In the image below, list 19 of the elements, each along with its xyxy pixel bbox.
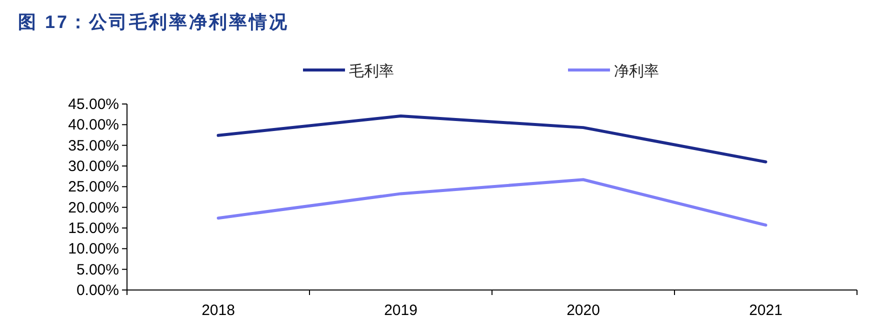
y-tick-label: 45.00% [68,96,119,113]
y-tick-label: 5.00% [76,261,119,278]
y-tick-label: 35.00% [68,137,119,154]
x-tick-label: 2020 [566,302,600,319]
y-tick-label: 40.00% [68,116,119,134]
legend-label: 净利率 [614,63,659,80]
x-tick-label: 2019 [384,302,418,319]
legend-label: 毛利率 [349,63,394,80]
y-tick-label: 20.00% [68,199,119,216]
y-tick-label: 0.00% [76,282,119,299]
y-tick-label: 15.00% [68,220,119,237]
y-tick-label: 30.00% [68,158,119,175]
x-tick-label: 2021 [749,302,782,319]
line-series [216,178,768,227]
y-tick-label: 25.00% [68,178,119,196]
x-tick-label: 2018 [202,302,235,319]
line-series [216,114,768,164]
y-tick-label: 10.00% [68,240,119,258]
chart-title: 图 17：公司毛利率净利率情况 [18,12,290,32]
